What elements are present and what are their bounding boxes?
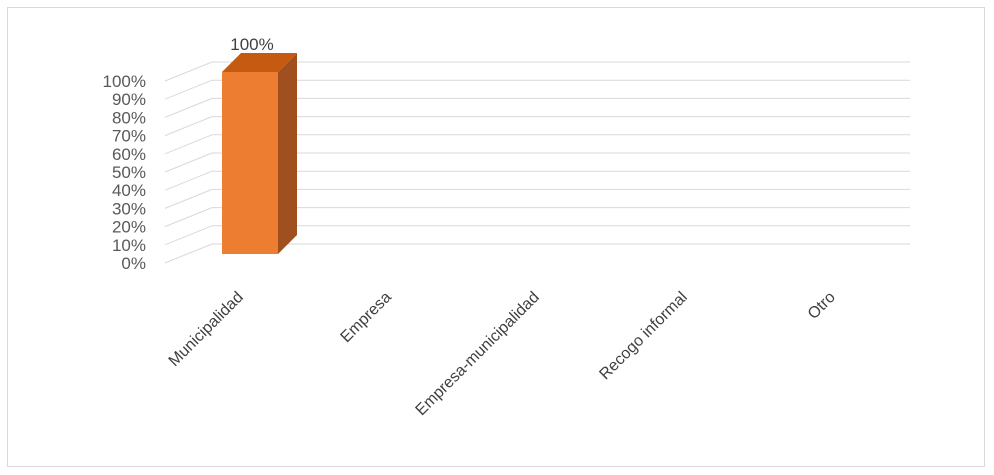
gridline-depth [164,134,213,155]
y-tick-label: 20% [112,218,146,237]
y-tick-label: 30% [112,199,146,218]
gridline-depth [164,170,213,191]
y-tick-label: 80% [112,108,146,127]
category-label: Otro [805,289,839,323]
y-tick-label: 50% [112,163,146,182]
gridline-depth [164,188,213,209]
gridline-depth [164,61,213,82]
y-tick-label: 0% [121,254,146,273]
bar-top [222,53,297,72]
bar [222,72,278,254]
y-tick-label: 70% [112,127,146,146]
gridline-depth [164,116,213,137]
gridline-depth [164,225,213,246]
y-tick-label: 10% [112,236,146,255]
y-tick-label: 60% [112,145,146,164]
gridline-depth [164,243,213,264]
category-label: Recogo informal [596,289,690,383]
category-label: Empresa [338,289,395,346]
gridline-depth [164,152,213,173]
gridline-depth [164,97,213,118]
y-tick-label: 40% [112,181,146,200]
y-tick-label: 100% [103,72,146,91]
gridline-depth [164,79,213,100]
category-label: Municipalidad [166,289,247,370]
data-label: 100% [230,35,273,54]
bar-side [278,53,297,254]
chart-area [7,7,985,467]
gridline-depth [164,207,213,228]
y-tick-label: 90% [112,90,146,109]
category-label: Empresa-municipalidad [413,289,543,419]
